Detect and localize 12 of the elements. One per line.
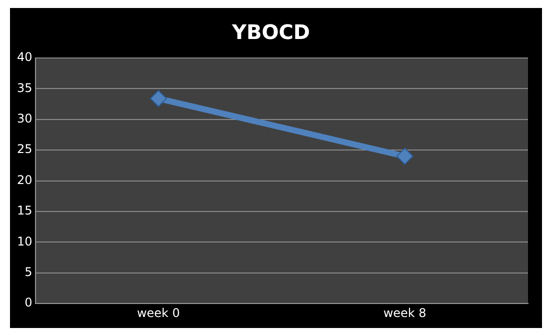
y-tick-label: 40 <box>16 50 32 64</box>
y-tick-label: 5 <box>24 265 32 280</box>
x-tick-label: week 8 <box>383 306 426 320</box>
y-tick-label: 30 <box>16 112 32 126</box>
y-tick-label: 25 <box>16 142 32 156</box>
x-tick-label: week 0 <box>136 306 180 320</box>
y-tick-label: 15 <box>16 204 32 218</box>
y-tick-label: 20 <box>16 172 32 187</box>
y-tick-label: 35 <box>16 80 32 95</box>
y-tick-label: 0 <box>24 296 32 310</box>
chart-title: YBOCD <box>230 20 310 44</box>
y-tick-label: 10 <box>16 234 32 248</box>
